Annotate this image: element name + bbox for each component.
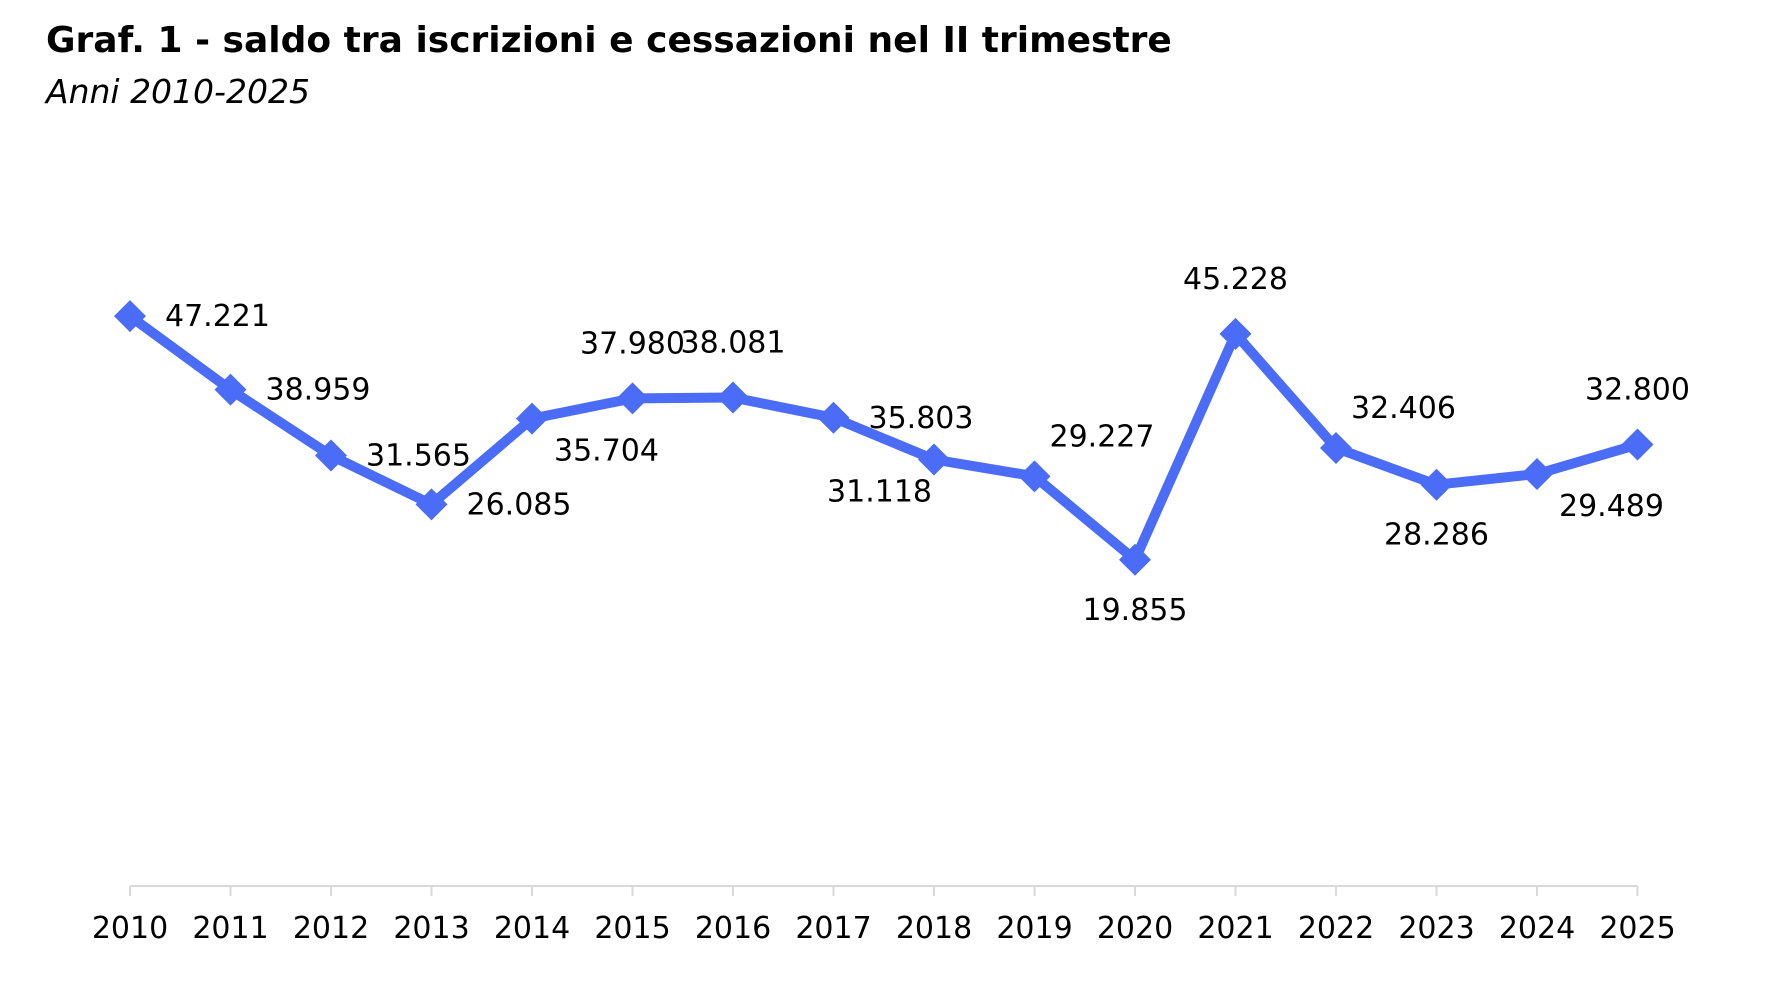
data-point-marker <box>1219 317 1252 350</box>
x-tick-label: 2011 <box>192 911 268 946</box>
data-point-marker <box>315 439 347 472</box>
data-label: 47.221 <box>165 299 270 334</box>
data-label: 31.118 <box>827 474 932 509</box>
series-line <box>125 311 1643 565</box>
x-tick-label: 2013 <box>393 911 469 946</box>
x-tick-label: 2019 <box>996 911 1072 946</box>
x-tick-label: 2018 <box>896 911 972 946</box>
x-tick-label: 2010 <box>92 911 168 946</box>
x-tick-label: 2021 <box>1197 911 1273 946</box>
data-point-marker <box>114 300 146 333</box>
x-tick-label: 2012 <box>293 911 369 946</box>
data-point-marker <box>516 402 548 435</box>
data-label: 28.286 <box>1384 518 1489 553</box>
data-point-marker <box>1621 428 1654 461</box>
data-label: 29.489 <box>1559 489 1664 524</box>
data-label: 32.406 <box>1351 391 1456 426</box>
x-tick-label: 2023 <box>1398 911 1474 946</box>
data-label: 38.081 <box>681 325 786 360</box>
data-point-marker <box>1018 460 1051 493</box>
data-label: 37.980 <box>580 326 685 361</box>
chart-title: Graf. 1 - saldo tra iscrizioni e cessazi… <box>46 20 1172 61</box>
data-label: 45.228 <box>1183 262 1288 297</box>
data-label: 19.855 <box>1083 593 1188 628</box>
x-tick-label: 2017 <box>795 911 871 946</box>
x-tick-label: 2022 <box>1298 911 1374 946</box>
data-point-marker <box>1420 468 1453 501</box>
data-point-marker <box>1320 432 1352 465</box>
x-tick-label: 2014 <box>494 911 570 946</box>
data-label: 29.227 <box>1050 419 1155 454</box>
data-label: 31.565 <box>366 439 471 474</box>
x-tick-label: 2024 <box>1499 911 1575 946</box>
chart-subtitle: Anni 2010-2025 <box>46 72 310 111</box>
x-tick-label: 2025 <box>1599 911 1675 946</box>
data-point-marker <box>616 382 649 415</box>
data-point-marker <box>415 488 448 521</box>
data-point-marker <box>1119 543 1151 576</box>
data-label: 26.085 <box>467 487 572 522</box>
data-label: 35.803 <box>869 401 974 436</box>
x-tick-label: 2020 <box>1097 911 1173 946</box>
data-label: 38.959 <box>266 373 371 408</box>
data-point-marker <box>214 373 247 406</box>
data-label: 35.704 <box>554 434 659 469</box>
data-point-marker <box>918 443 950 476</box>
data-point-marker <box>1521 458 1553 491</box>
data-label: 32.800 <box>1585 373 1690 408</box>
x-tick-label: 2016 <box>695 911 771 946</box>
data-point-marker <box>717 381 749 414</box>
x-tick-label: 2015 <box>594 911 670 946</box>
data-point-marker <box>817 401 850 434</box>
